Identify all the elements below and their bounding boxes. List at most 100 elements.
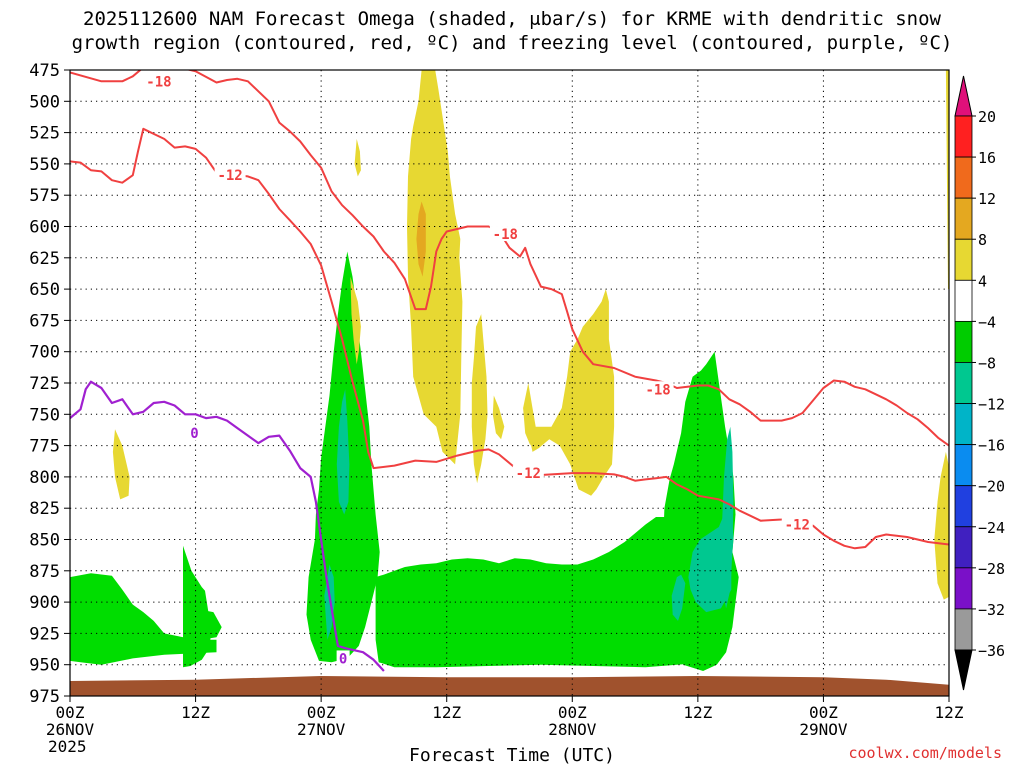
contour-label-bg-4 [512,465,544,481]
contour-label-1: -12 [217,168,242,184]
y-tick-label-825: 825 [29,499,60,519]
colorbar-label-5: −4 [978,313,996,331]
colorbar-bin-8 [954,444,973,487]
colorbar-label-12: −32 [978,601,1005,619]
x-tick-date-0: 26NOV [46,720,95,739]
contour-label-3: -18 [645,382,670,398]
omega-region-14 [354,138,361,177]
omega-region-1 [183,545,212,668]
x-tick-label-12: 12Z [181,703,210,722]
omega-region-10 [719,426,734,609]
contour-label-bg-1 [214,167,246,183]
colorbar-bin-2 [954,197,973,240]
omega-region-15 [112,429,130,500]
colorbar-label-1: 16 [978,149,996,167]
omega-region-7 [336,389,350,515]
colorbar-bin-4 [954,279,973,322]
colorbar-bin-1 [954,156,973,199]
colorbar-label-0: 20 [978,108,996,126]
y-tick-label-975: 975 [29,687,60,707]
y-tick-label-650: 650 [29,280,60,300]
colorbar-label-2: 12 [978,190,996,208]
colorbar-bin-7 [954,403,973,446]
omega-region-21 [945,70,949,290]
colorbar-label-6: −8 [978,354,996,372]
x-tick-date-48: 28NOV [548,720,597,739]
contour-label-2: -18 [493,227,518,243]
y-tick-label-675: 675 [29,311,60,331]
y-tick-label-875: 875 [29,562,60,582]
colorbar-label-8: −16 [978,437,1005,455]
credit-text: coolwx.com/models [848,744,1002,762]
colorbar-bin-10 [954,526,973,569]
x-tick-label-36: 12Z [432,703,461,722]
y-tick-label-575: 575 [29,186,60,206]
omega-region-11 [671,574,686,621]
contour-label-5: -12 [785,517,810,533]
colorbar-top-arrow [954,75,973,117]
x-tick-date-72: 29NOV [799,720,848,739]
chart-title-line1: 2025112600 NAM Forecast Omega (shaded, μ… [83,8,941,30]
x-tick-label-48: 00Z [558,703,587,722]
y-tick-label-600: 600 [29,218,60,238]
chart-title-line2: growth region (contoured, red, ºC) and f… [71,32,953,54]
colorbar-label-3: 8 [978,231,987,249]
colorbar-bin-11 [954,567,973,610]
colorbar-bottom-arrow [954,649,973,691]
contour-label-bg-3 [642,381,674,397]
x-tick-label-72: 00Z [809,703,838,722]
omega-region-17 [527,289,615,496]
y-tick-label-750: 750 [29,405,60,425]
y-tick-label-475: 475 [29,61,60,81]
colorbar-bin-12 [954,608,973,651]
omega-region-18 [471,314,488,484]
colorbar-label-4: 4 [978,272,987,290]
colorbar-label-11: −28 [978,560,1005,578]
x-tick-label-24: 00Z [307,703,336,722]
y-tick-label-900: 900 [29,593,60,613]
contour-minus18 [70,70,949,447]
omega-region-6 [394,619,405,634]
omega-shaded-regions [70,70,949,671]
colorbar-bin-6 [954,362,973,404]
contour-labels: -18 -12 -18 -18 -12 -12 0 0 [143,73,813,667]
colorbar-label-7: −12 [978,396,1005,414]
y-tick-label-775: 775 [29,437,60,457]
x-tick-label-84: 12Z [935,703,964,722]
contour-label-bg-6 [188,425,202,441]
colorbar-label-9: −20 [978,478,1005,496]
x-tick-year-0: 2025 [48,737,87,756]
colorbar-label-10: −24 [978,519,1005,537]
contour-minus12 [70,127,949,550]
contour-label-bg-2 [489,226,521,242]
y-tick-label-550: 550 [29,155,60,175]
contour-label-bg-0 [143,73,175,89]
colorbar-label-13: −36 [978,642,1005,660]
colorbar-bin-9 [954,485,973,528]
omega-region-20 [934,451,949,600]
omega-region-0 [70,573,217,665]
y-tick-label-850: 850 [29,531,60,551]
contour-label-4: -12 [516,466,541,482]
y-tick-label-525: 525 [29,124,60,144]
colorbar-bin-5 [954,320,973,363]
x-tick-label-0: 00Z [56,703,85,722]
x-tick-date-24: 27NOV [297,720,346,739]
contour-label-bg-7 [336,650,350,666]
colorbar: 20 16 12 8 4 −4 −8 −12 −16 −20 −24 −28 −32 −36 [954,75,1005,691]
contour-label-7: 0 [339,651,347,667]
grid-lines [70,70,949,696]
colorbar-bin-3 [954,238,973,281]
y-tick-label-800: 800 [29,468,60,488]
omega-region-3 [375,517,709,668]
contour-label-6: 0 [190,426,198,442]
y-tick-label-725: 725 [29,374,60,394]
omega-region-19 [492,395,505,440]
y-tick-label-925: 925 [29,624,60,644]
y-tick-label-950: 950 [29,656,60,676]
y-tick-label-700: 700 [29,343,60,363]
omega-region-13 [350,276,361,365]
contour-label-0: -18 [146,74,171,90]
